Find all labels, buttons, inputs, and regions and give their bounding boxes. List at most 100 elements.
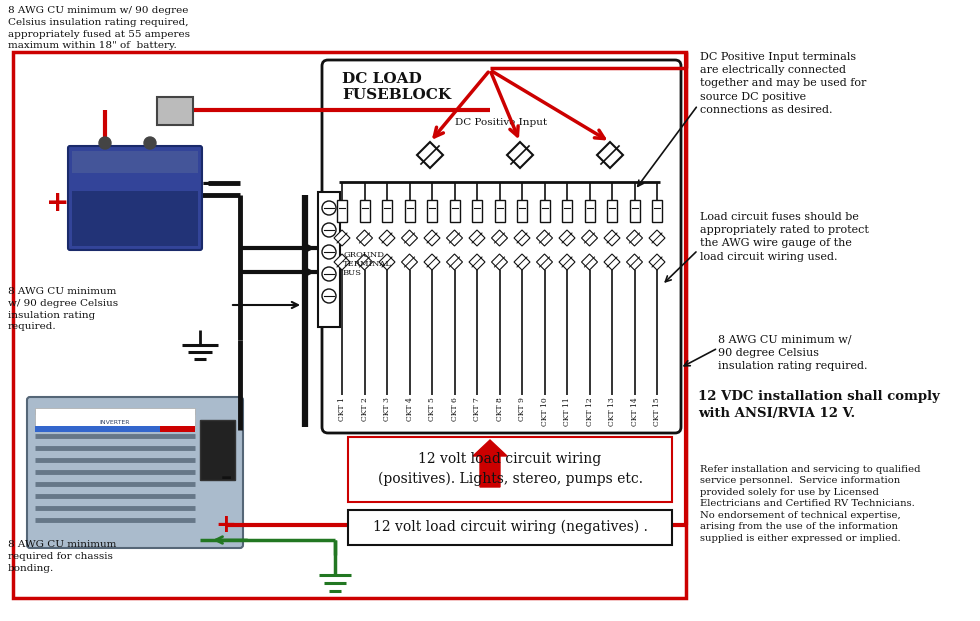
Polygon shape bbox=[469, 254, 485, 270]
Text: DC Positive Input terminals
are electrically connected
together and may be used : DC Positive Input terminals are electric… bbox=[700, 52, 866, 115]
Bar bbox=[495, 200, 505, 222]
Text: 8 AWG CU minimum w/
90 degree Celsius
insulation rating required.: 8 AWG CU minimum w/ 90 degree Celsius in… bbox=[718, 335, 867, 371]
Text: CKT 15: CKT 15 bbox=[653, 397, 661, 426]
Polygon shape bbox=[536, 230, 553, 246]
Polygon shape bbox=[581, 230, 598, 246]
Polygon shape bbox=[492, 230, 508, 246]
Text: CKT 8: CKT 8 bbox=[496, 397, 504, 421]
Polygon shape bbox=[597, 142, 623, 168]
Text: DC LOAD
FUSEBLOCK: DC LOAD FUSEBLOCK bbox=[342, 72, 451, 102]
Polygon shape bbox=[514, 254, 530, 270]
Text: CKT 13: CKT 13 bbox=[608, 397, 616, 426]
Polygon shape bbox=[357, 254, 372, 270]
Text: CKT 11: CKT 11 bbox=[563, 397, 571, 426]
Bar bbox=[517, 200, 527, 222]
Bar bbox=[318, 192, 340, 327]
FancyBboxPatch shape bbox=[322, 60, 681, 433]
Text: 8 AWG CU minimum w/ 90 degree
Celsius insulation rating required,
appropriately : 8 AWG CU minimum w/ 90 degree Celsius in… bbox=[8, 6, 190, 50]
Text: CKT 1: CKT 1 bbox=[338, 397, 346, 421]
FancyBboxPatch shape bbox=[27, 397, 243, 548]
Text: Load circuit fuses should be
appropriately rated to protect
the AWG wire gauge o: Load circuit fuses should be appropriate… bbox=[700, 212, 869, 261]
Bar bbox=[35, 426, 195, 432]
FancyBboxPatch shape bbox=[68, 146, 202, 250]
Text: CKT 12: CKT 12 bbox=[585, 397, 594, 426]
Text: GROUND
TERMINAL
BUS: GROUND TERMINAL BUS bbox=[343, 251, 392, 277]
Polygon shape bbox=[604, 254, 620, 270]
Bar bbox=[157, 97, 193, 125]
Polygon shape bbox=[469, 230, 485, 246]
Polygon shape bbox=[424, 254, 440, 270]
Text: 12 VDC installation shall comply
with ANSI/RVIA 12 V.: 12 VDC installation shall comply with AN… bbox=[698, 390, 940, 420]
Circle shape bbox=[322, 289, 336, 303]
Text: DC Positive Input: DC Positive Input bbox=[455, 118, 547, 127]
Text: CKT 7: CKT 7 bbox=[473, 397, 481, 421]
Polygon shape bbox=[379, 230, 395, 246]
Polygon shape bbox=[447, 254, 463, 270]
Text: CKT 14: CKT 14 bbox=[630, 397, 639, 426]
Text: CKT 10: CKT 10 bbox=[541, 397, 549, 426]
Text: –: – bbox=[220, 468, 231, 488]
Bar bbox=[348, 437, 672, 502]
Bar bbox=[584, 200, 595, 222]
Polygon shape bbox=[402, 230, 417, 246]
Bar bbox=[562, 200, 572, 222]
Text: 12 volt load circuit wiring
(positives). Lights, stereo, pumps etc.: 12 volt load circuit wiring (positives).… bbox=[377, 452, 643, 486]
Polygon shape bbox=[559, 254, 575, 270]
Bar bbox=[72, 191, 198, 246]
Bar bbox=[427, 200, 437, 222]
Text: 8 AWG CU minimum
w/ 90 degree Celsius
insulation rating
required.: 8 AWG CU minimum w/ 90 degree Celsius in… bbox=[8, 287, 119, 332]
Circle shape bbox=[99, 137, 111, 149]
Polygon shape bbox=[402, 254, 417, 270]
Polygon shape bbox=[334, 230, 350, 246]
Text: 12 volt load circuit wiring (negatives) .: 12 volt load circuit wiring (negatives) … bbox=[372, 520, 648, 534]
Text: CKT 6: CKT 6 bbox=[451, 397, 459, 421]
Circle shape bbox=[144, 137, 156, 149]
Circle shape bbox=[322, 267, 336, 281]
Text: 8 AWG CU minimum
required for chassis
bonding.: 8 AWG CU minimum required for chassis bo… bbox=[8, 540, 117, 573]
Polygon shape bbox=[649, 230, 665, 246]
Bar bbox=[629, 200, 640, 222]
Text: –: – bbox=[202, 171, 215, 195]
Text: +: + bbox=[216, 513, 236, 537]
Bar bbox=[337, 200, 347, 222]
Text: CKT 5: CKT 5 bbox=[428, 397, 436, 421]
Text: +: + bbox=[46, 189, 70, 217]
Polygon shape bbox=[626, 230, 643, 246]
Polygon shape bbox=[492, 254, 508, 270]
Polygon shape bbox=[581, 254, 598, 270]
Polygon shape bbox=[536, 254, 553, 270]
Polygon shape bbox=[357, 230, 372, 246]
Bar bbox=[450, 200, 460, 222]
Polygon shape bbox=[424, 230, 440, 246]
Polygon shape bbox=[507, 142, 533, 168]
Text: CKT 4: CKT 4 bbox=[406, 397, 414, 421]
Polygon shape bbox=[559, 230, 575, 246]
Circle shape bbox=[322, 201, 336, 215]
Circle shape bbox=[322, 245, 336, 259]
Bar bbox=[607, 200, 617, 222]
Polygon shape bbox=[334, 254, 350, 270]
Text: CKT 3: CKT 3 bbox=[383, 397, 391, 421]
Bar bbox=[35, 408, 195, 428]
Bar bbox=[200, 420, 235, 480]
Text: Refer installation and servicing to qualified
service personnel.  Service inform: Refer installation and servicing to qual… bbox=[700, 465, 920, 543]
Bar bbox=[382, 200, 392, 222]
Bar bbox=[540, 200, 550, 222]
Circle shape bbox=[322, 223, 336, 237]
Bar bbox=[405, 200, 415, 222]
Polygon shape bbox=[379, 254, 395, 270]
Bar bbox=[360, 200, 369, 222]
Polygon shape bbox=[604, 230, 620, 246]
Bar bbox=[160, 426, 195, 432]
Polygon shape bbox=[417, 142, 443, 168]
Polygon shape bbox=[649, 254, 665, 270]
Text: INVERTER
CHARGER: INVERTER CHARGER bbox=[100, 420, 130, 431]
Polygon shape bbox=[514, 230, 530, 246]
Bar bbox=[652, 200, 662, 222]
Bar bbox=[72, 151, 198, 173]
Text: CKT 9: CKT 9 bbox=[518, 397, 526, 421]
Bar bbox=[348, 510, 672, 545]
Polygon shape bbox=[447, 230, 463, 246]
Polygon shape bbox=[626, 254, 643, 270]
Bar bbox=[13, 52, 686, 598]
